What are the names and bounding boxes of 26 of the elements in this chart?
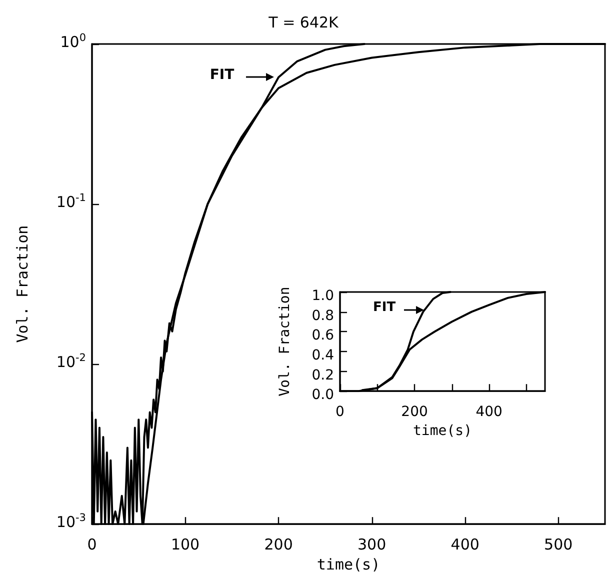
x-tick-label: 400 [450, 536, 480, 554]
x-tick-label: 200 [264, 536, 293, 554]
y-tick-label: 0.8 [312, 308, 334, 324]
x-axis-title: time(s) [316, 556, 380, 574]
x-tick-label: 500 [544, 536, 573, 554]
annotation: FIT [372, 300, 396, 315]
x-tick-label: 100 [170, 536, 200, 554]
x-tick-label: 300 [358, 536, 386, 554]
y-tick-label: 0.6 [312, 328, 334, 344]
x-tick-label: 200 [401, 404, 428, 420]
x-tick-label: 0 [87, 536, 97, 554]
chart-title: T = 642K [268, 14, 340, 32]
x-tick-label: 400 [476, 404, 502, 420]
y-tick-label: 0.0 [312, 387, 334, 404]
y-tick-label: 10$^{-3}$ [56, 512, 86, 531]
y-tick-label: 0.4 [312, 347, 334, 364]
y-tick-label: 10$^{0}$ [60, 32, 86, 50]
y-tick-label: 10$^{-2}$ [56, 352, 86, 371]
x-axis-title: time(s) [412, 423, 472, 439]
y-axis-title: Vol. Fraction [14, 225, 32, 343]
y-tick-label: 0.2 [312, 367, 334, 384]
y-tick-label: 1.0 [312, 288, 334, 304]
x-tick-label: 0 [336, 404, 344, 420]
y-axis-title: Vol. Fraction [277, 286, 293, 396]
annotation: FIT [210, 67, 235, 84]
y-tick-label: 10$^{-1}$ [56, 192, 86, 211]
